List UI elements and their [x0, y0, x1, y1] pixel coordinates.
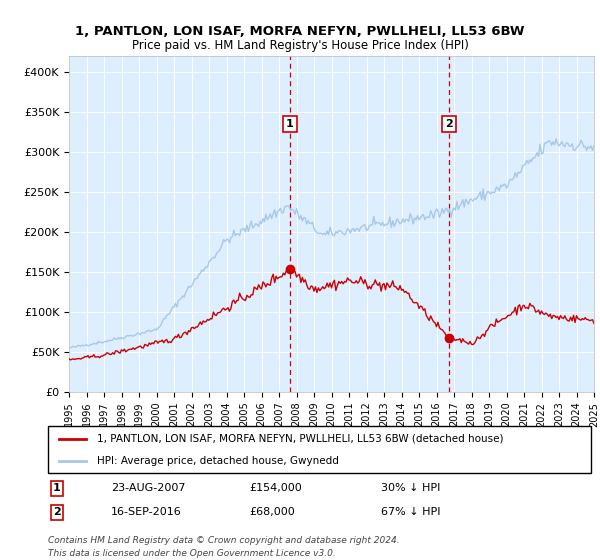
Text: £154,000: £154,000 [249, 483, 302, 493]
Text: 23-AUG-2007: 23-AUG-2007 [111, 483, 185, 493]
Text: 2: 2 [445, 119, 453, 129]
Text: 1, PANTLON, LON ISAF, MORFA NEFYN, PWLLHELI, LL53 6BW (detached house): 1, PANTLON, LON ISAF, MORFA NEFYN, PWLLH… [97, 434, 503, 444]
Text: 67% ↓ HPI: 67% ↓ HPI [381, 507, 440, 517]
Text: 16-SEP-2016: 16-SEP-2016 [111, 507, 182, 517]
Text: Contains HM Land Registry data © Crown copyright and database right 2024.
This d: Contains HM Land Registry data © Crown c… [48, 536, 400, 558]
Text: Price paid vs. HM Land Registry's House Price Index (HPI): Price paid vs. HM Land Registry's House … [131, 39, 469, 52]
Text: £68,000: £68,000 [249, 507, 295, 517]
Text: HPI: Average price, detached house, Gwynedd: HPI: Average price, detached house, Gwyn… [97, 456, 339, 466]
Text: 1, PANTLON, LON ISAF, MORFA NEFYN, PWLLHELI, LL53 6BW: 1, PANTLON, LON ISAF, MORFA NEFYN, PWLLH… [75, 25, 525, 38]
Text: 2: 2 [53, 507, 61, 517]
Text: 30% ↓ HPI: 30% ↓ HPI [381, 483, 440, 493]
Text: 1: 1 [286, 119, 294, 129]
Text: 1: 1 [53, 483, 61, 493]
